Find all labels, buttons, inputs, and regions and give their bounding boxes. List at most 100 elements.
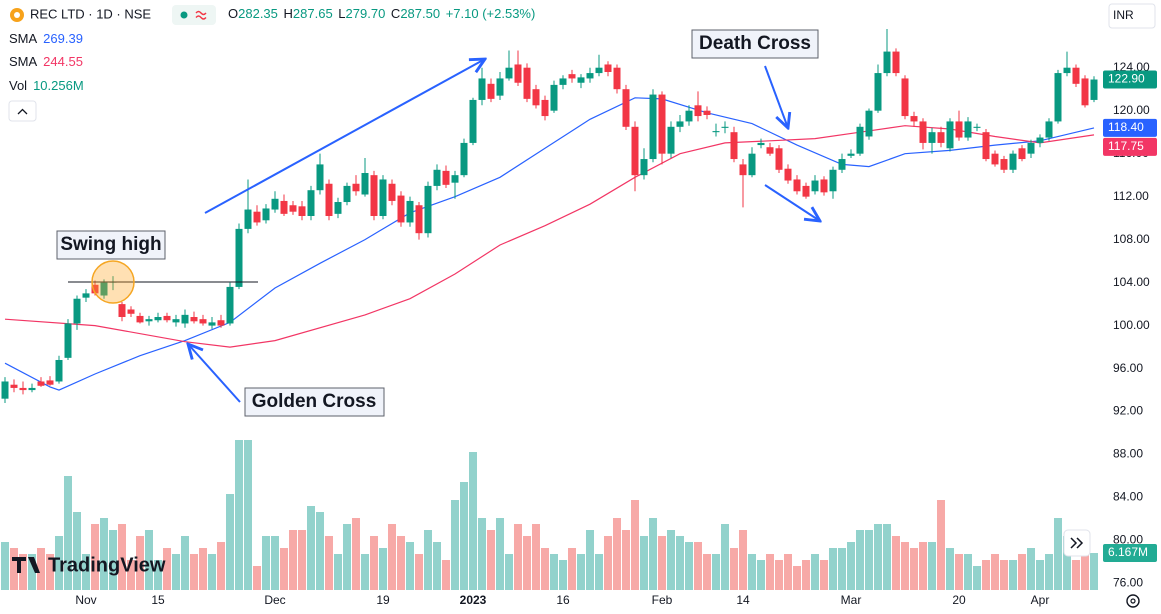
candle-body xyxy=(712,131,720,133)
symbol[interactable]: REC LTD · 1D · NSE xyxy=(30,6,151,21)
volume-bar xyxy=(271,536,279,590)
volume-bar xyxy=(1027,548,1035,590)
volume-bar xyxy=(856,530,864,590)
ohlc-value: 279.70 xyxy=(346,6,386,21)
status-pill[interactable] xyxy=(172,5,216,25)
trend-arrow xyxy=(204,59,485,214)
volume-bar xyxy=(307,506,315,590)
volume-bar xyxy=(748,554,756,590)
ohlc-value: 287.65 xyxy=(293,6,333,21)
candle-body xyxy=(1027,142,1035,154)
candle-body xyxy=(901,78,909,117)
volume-bar xyxy=(928,542,936,590)
candle-body xyxy=(865,110,873,137)
candle-body xyxy=(1072,67,1080,84)
candle-body xyxy=(703,110,711,115)
candle-body xyxy=(937,132,945,143)
volume-bar xyxy=(298,530,306,590)
x-tick-label: Dec xyxy=(264,593,285,607)
candle-body xyxy=(991,153,999,165)
candle-body xyxy=(235,228,243,287)
candle-body xyxy=(793,179,801,192)
volume-bar xyxy=(775,560,783,590)
volume-bar xyxy=(559,560,567,590)
candle-body xyxy=(136,315,144,323)
candle-body xyxy=(766,147,774,154)
settings-icon[interactable] xyxy=(1126,594,1140,608)
candle-body xyxy=(829,169,837,192)
candle-body xyxy=(190,317,198,322)
candle-body xyxy=(433,169,441,186)
candle-body xyxy=(253,211,261,223)
legend-entry[interactable]: SMA 244.55 xyxy=(9,54,83,69)
delay-icon xyxy=(195,10,207,20)
annotation-box xyxy=(56,230,166,260)
candle-body xyxy=(1000,159,1008,170)
candle-body xyxy=(775,148,783,170)
volume-bar xyxy=(325,536,333,590)
volume-bar xyxy=(487,530,495,590)
volume-bar xyxy=(226,494,234,590)
collapse-button[interactable] xyxy=(8,100,37,122)
volume-bar xyxy=(163,548,171,590)
volume-bar xyxy=(127,560,135,590)
candle-body xyxy=(64,323,72,358)
volume-bar xyxy=(964,554,972,590)
currency: INR xyxy=(1113,8,1134,22)
volume-bar xyxy=(154,560,162,590)
candle-body xyxy=(595,67,603,74)
volume-bar xyxy=(1018,554,1026,590)
volume-bar xyxy=(496,518,504,590)
volume-bar xyxy=(352,518,360,590)
candle-body xyxy=(910,116,918,122)
y-tick-label: 92.00 xyxy=(1113,404,1143,418)
currency-button[interactable] xyxy=(1108,3,1156,29)
price-tag xyxy=(1103,118,1157,137)
volume-bar xyxy=(694,542,702,590)
volume-bar xyxy=(343,524,351,590)
price-tag xyxy=(1103,137,1157,156)
y-tick-label: 88.00 xyxy=(1113,447,1143,461)
volume-bar xyxy=(667,530,675,590)
candle-body xyxy=(640,159,648,176)
x-tick-label: Apr xyxy=(1031,593,1050,607)
volume-bar xyxy=(784,554,792,590)
volume-bar xyxy=(1063,536,1071,590)
volume-bar xyxy=(82,554,90,590)
candle-body xyxy=(604,64,612,72)
volume-bar xyxy=(1045,554,1053,590)
candle-body xyxy=(478,78,486,100)
volume-bar xyxy=(991,554,999,590)
candle-body xyxy=(199,319,207,324)
candle-body xyxy=(343,185,351,203)
volume-bar xyxy=(334,554,342,590)
volume-bar xyxy=(424,530,432,590)
candle-body xyxy=(100,282,108,296)
candle-body xyxy=(568,74,576,79)
candle-body xyxy=(352,183,360,192)
ohlc-key: L xyxy=(338,6,345,21)
legend-entry[interactable]: Vol 10.256M xyxy=(9,78,84,93)
candle-body xyxy=(532,89,540,106)
candle-body xyxy=(739,164,747,176)
volume-bar xyxy=(442,560,450,590)
volume-bar xyxy=(118,524,126,590)
candle-body xyxy=(802,185,810,197)
candle-body xyxy=(163,315,171,321)
status-dot xyxy=(180,11,188,19)
candle-body xyxy=(397,195,405,223)
candle-body xyxy=(550,84,558,111)
ohlc-key: O xyxy=(228,6,238,21)
volume-bar xyxy=(847,542,855,590)
price-tag-label: 118.40 xyxy=(1108,120,1144,134)
time-axis xyxy=(0,590,1161,614)
x-tick-label: 20 xyxy=(952,593,966,607)
candle-body xyxy=(658,94,666,154)
candle-body xyxy=(217,320,225,326)
annotation: Golden Cross xyxy=(252,391,377,412)
candle-body xyxy=(307,190,315,216)
candle-body xyxy=(334,202,342,214)
legend-entry[interactable]: SMA 269.39 xyxy=(9,31,83,46)
swing-circle xyxy=(91,260,135,304)
